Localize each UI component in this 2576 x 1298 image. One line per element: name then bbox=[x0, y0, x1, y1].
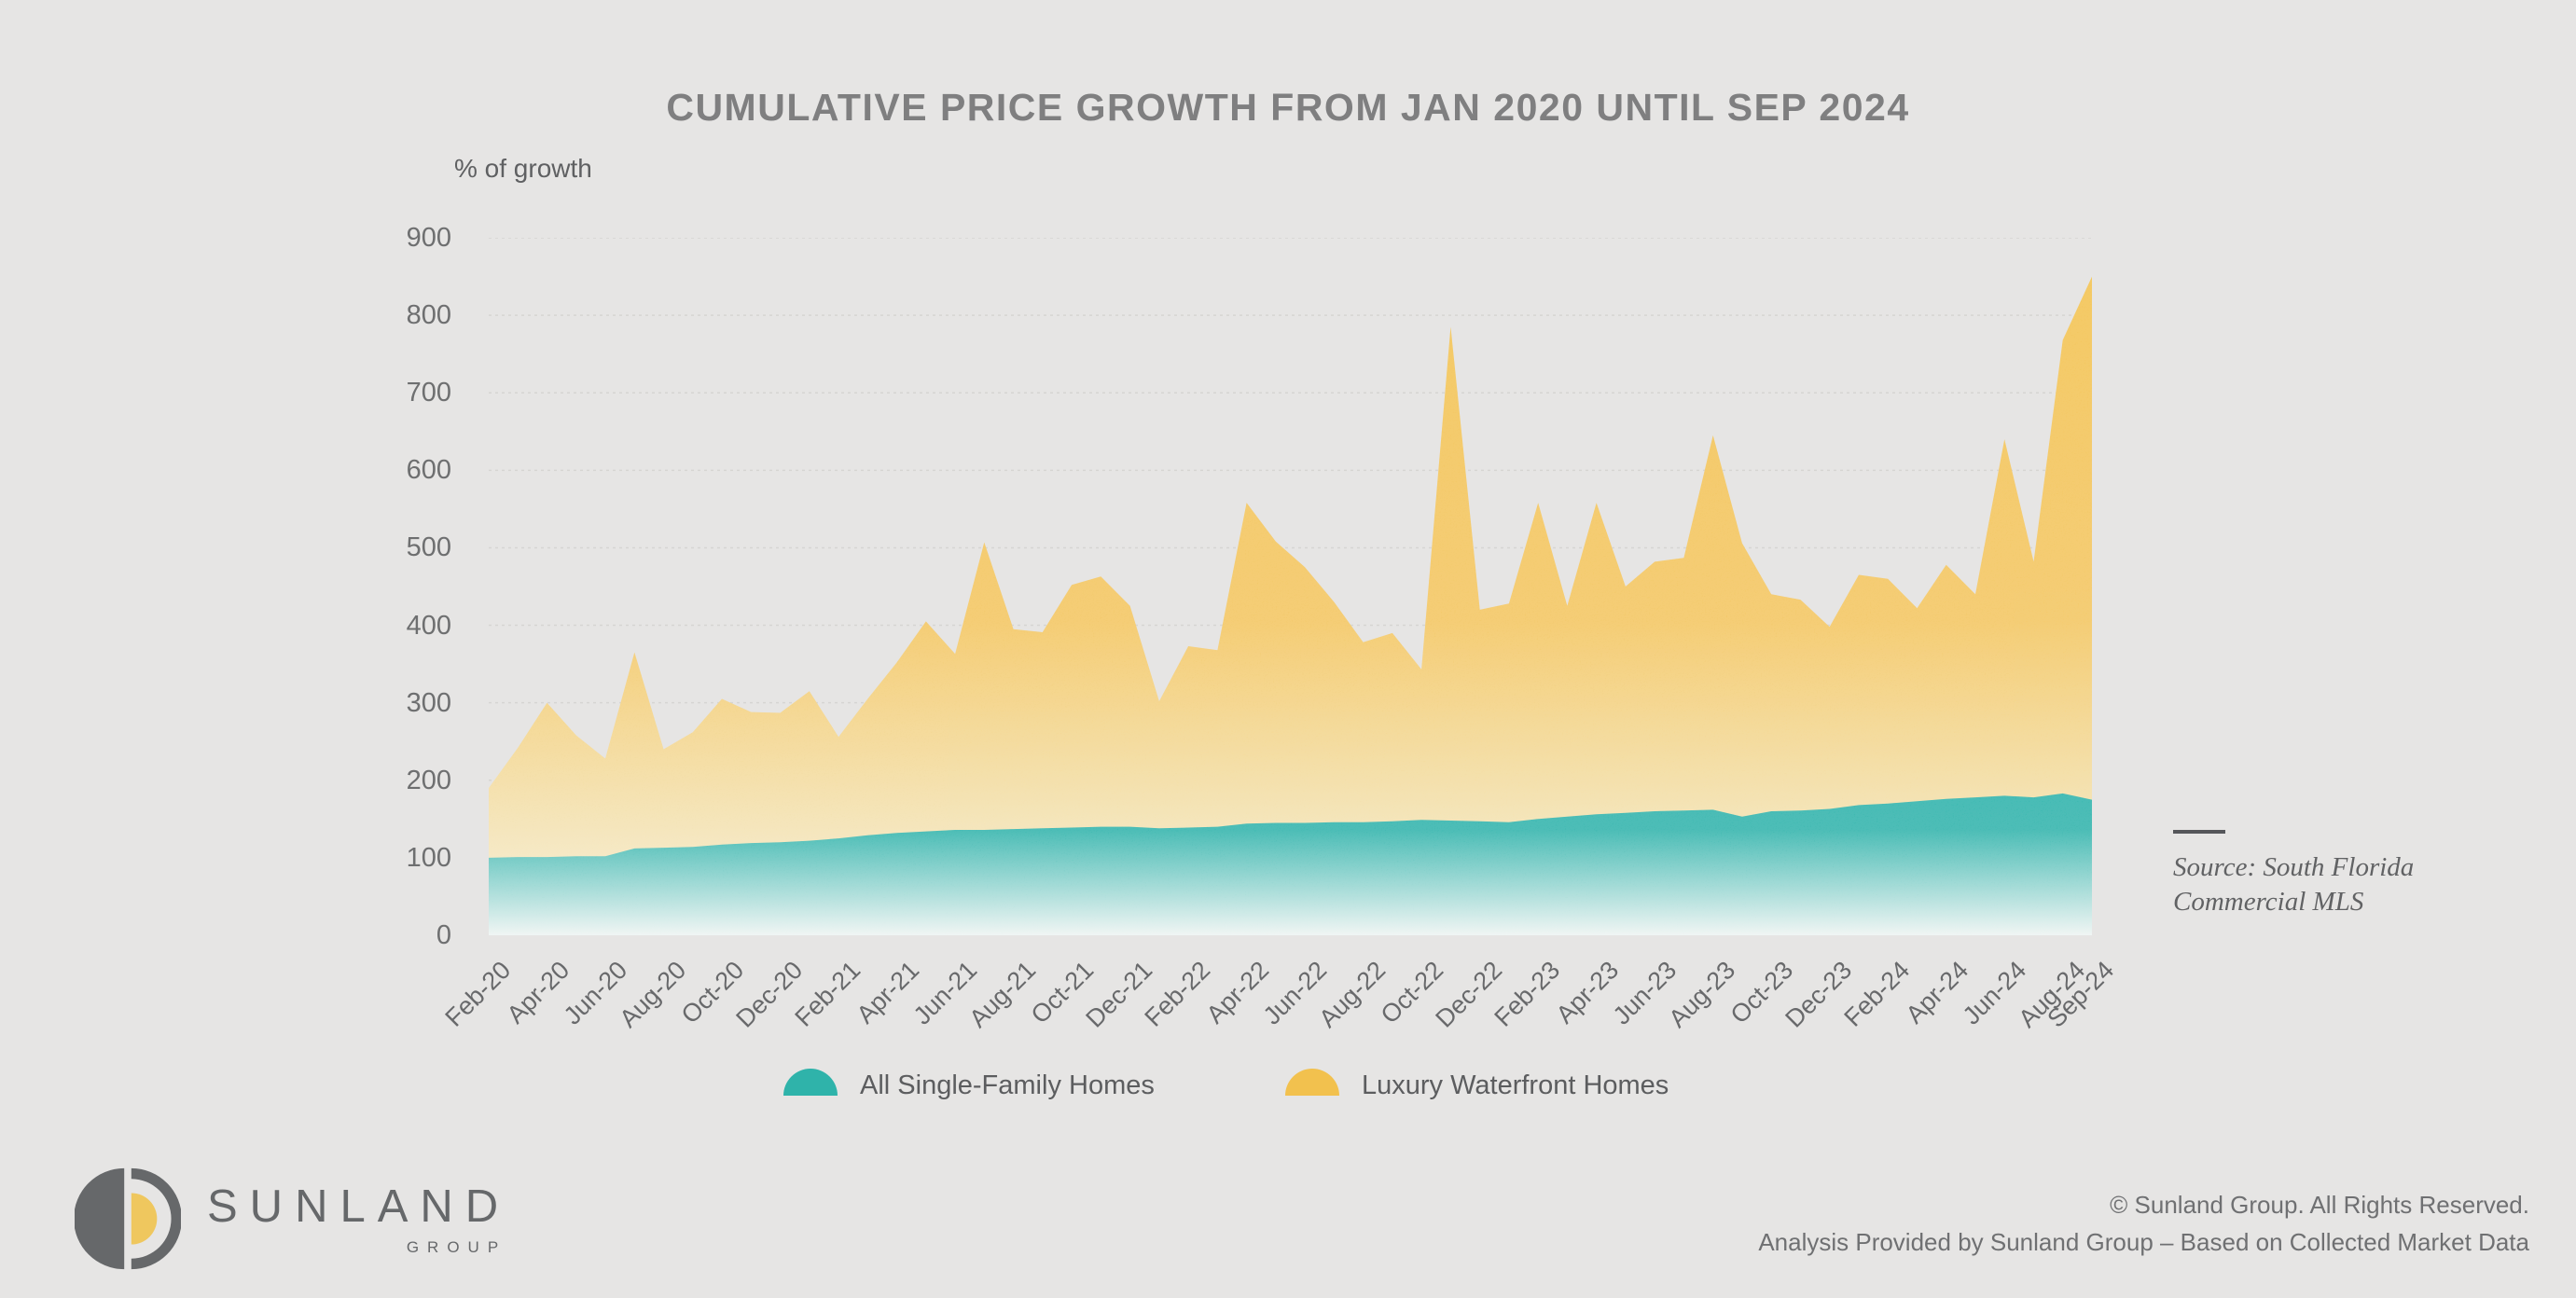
y-tick-label: 900 bbox=[406, 223, 451, 253]
sunland-logo-mark-icon bbox=[75, 1167, 181, 1270]
chart-legend: All Single-Family Homes Luxury Waterfron… bbox=[0, 1069, 2576, 1136]
copyright-text: © Sunland Group. All Rights Reserved. bbox=[2110, 1191, 2529, 1219]
source-line1: Source: South Florida bbox=[2173, 852, 2415, 882]
price-growth-area-chart bbox=[489, 238, 2092, 935]
legend-label: Luxury Waterfront Homes bbox=[1362, 1070, 1669, 1100]
y-tick-label: 800 bbox=[406, 300, 451, 331]
y-tick-label: 400 bbox=[406, 610, 451, 641]
sunland-logo: SUNLAND GROUP bbox=[75, 1166, 510, 1272]
source-line2: Commercial MLS bbox=[2173, 887, 2364, 917]
source-rule bbox=[2173, 830, 2225, 834]
page-title: CUMULATIVE PRICE GROWTH FROM JAN 2020 UN… bbox=[666, 86, 1910, 129]
y-tick-label: 100 bbox=[406, 842, 451, 873]
source-note: Source: South Florida Commercial MLS bbox=[2173, 830, 2414, 919]
y-tick-label: 700 bbox=[406, 378, 451, 408]
legend-label: All Single-Family Homes bbox=[860, 1070, 1155, 1100]
y-tick-label: 0 bbox=[436, 920, 451, 950]
y-tick-label: 500 bbox=[406, 532, 451, 563]
logo-wordmark: SUNLAND bbox=[207, 1181, 511, 1232]
footer-credits: © Sunland Group. All Rights Reserved. An… bbox=[1758, 1186, 2529, 1261]
y-tick-label: 300 bbox=[406, 687, 451, 718]
luxury-waterfront-swatch-icon bbox=[1285, 1069, 1339, 1096]
analysis-text: Analysis Provided by Sunland Group – Bas… bbox=[1758, 1228, 2529, 1256]
grain-texture-overlay bbox=[489, 276, 2092, 935]
y-axis-title: % of growth bbox=[454, 154, 592, 183]
legend-item-luxury-waterfront: Luxury Waterfront Homes bbox=[1285, 1069, 1669, 1101]
single-family-swatch-icon bbox=[783, 1069, 838, 1096]
y-tick-label: 600 bbox=[406, 455, 451, 486]
y-tick-label: 200 bbox=[406, 765, 451, 795]
legend-item-single-family: All Single-Family Homes bbox=[783, 1069, 1155, 1101]
logo-subtitle: GROUP bbox=[406, 1238, 507, 1256]
